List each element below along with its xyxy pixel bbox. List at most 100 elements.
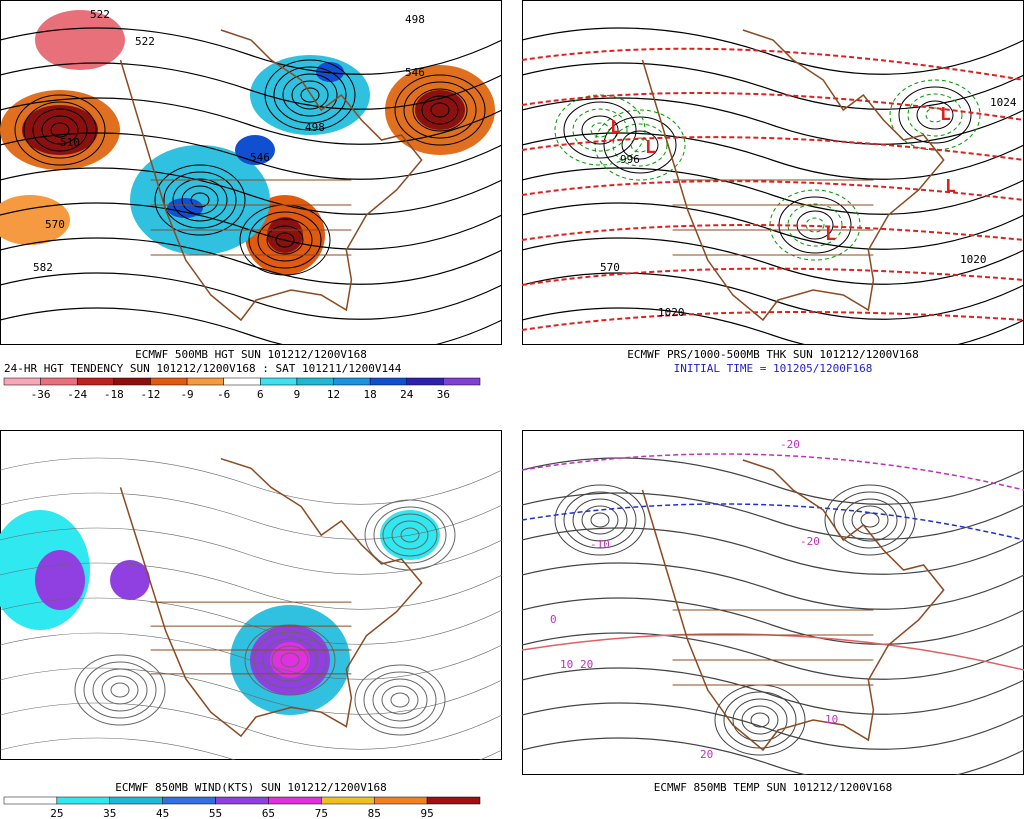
panel-title: ECMWF 850MB WIND(KTS) SUN 101212/1200V16… — [115, 781, 387, 794]
contour — [522, 667, 1024, 715]
thickness-line — [522, 224, 1024, 241]
contour — [0, 272, 502, 320]
contour — [522, 562, 1024, 610]
contour-ring — [300, 87, 320, 103]
contour-ring — [275, 232, 295, 248]
colorbar-label: 75 — [315, 807, 328, 819]
colorbar-swatch — [56, 796, 111, 805]
colorbar-swatch — [296, 377, 334, 386]
contour-ring — [403, 81, 477, 139]
contour-label: 0 — [550, 613, 557, 626]
contour-label: 996 — [620, 153, 640, 166]
shaded-area — [35, 550, 85, 610]
contour-ring — [889, 79, 981, 151]
contour — [522, 597, 1024, 645]
contour-ring — [14, 94, 106, 166]
contour-ring — [603, 116, 677, 174]
contour-label: -10 — [590, 538, 610, 551]
panel-subtitle: INITIAL TIME = 101205/1200F168 — [674, 362, 873, 375]
colorbar-label: 55 — [209, 807, 222, 819]
colorbar-label: 6 — [257, 388, 264, 401]
contour-ring — [412, 88, 468, 132]
contour-ring — [181, 185, 219, 215]
map-layer: L L L L L 1020 996 570 1020 1024 — [522, 27, 1024, 345]
contour-ring — [554, 484, 646, 556]
contour-ring — [590, 122, 610, 138]
contour-ring — [172, 178, 228, 222]
contour-ring — [154, 164, 246, 236]
colorbar-swatch — [406, 377, 444, 386]
contour — [522, 737, 1024, 775]
contour-ring — [400, 527, 420, 543]
contour-label: -20 — [800, 535, 820, 548]
colorbar-swatch — [186, 377, 224, 386]
colorbar-swatch — [109, 796, 163, 805]
contour-ring — [381, 685, 419, 715]
colorbar-swatch — [113, 377, 151, 386]
contour-ring — [590, 512, 610, 528]
contour-ring — [394, 74, 486, 146]
shaded-area — [110, 560, 150, 600]
contour-label: -20 — [780, 438, 800, 451]
contour — [522, 167, 1024, 215]
colorbar-swatch — [3, 377, 41, 386]
map-panel: L L L L L 1020 996 570 1020 1024 — [522, 0, 1024, 345]
colorbar-swatch — [260, 377, 298, 386]
contour-ring — [92, 668, 148, 712]
colorbar-swatch — [150, 377, 188, 386]
colorbar-label: -9 — [180, 388, 193, 401]
panel-subtitle: 24-HR HGT TENDENCY SUN 101212/1200V168 :… — [4, 362, 402, 375]
contour-ring — [264, 59, 356, 131]
contour-label: 498 — [405, 13, 425, 26]
contour-ring — [354, 664, 446, 736]
colorbar-label: 12 — [327, 388, 340, 401]
contour-ring — [372, 678, 428, 722]
colorbar-swatch — [373, 796, 428, 805]
thickness-line — [522, 92, 1024, 121]
contour — [0, 597, 502, 645]
map-layer — [0, 457, 502, 760]
contour-ring — [594, 109, 686, 181]
contour — [0, 562, 502, 610]
contour-ring — [925, 107, 945, 123]
colorbar-swatch — [443, 377, 481, 386]
map-layer: -10 -20 -20 20 10 10 0 20 — [522, 438, 1024, 775]
shaded-area — [270, 642, 310, 678]
contour — [0, 307, 502, 345]
colorbar-swatch — [40, 377, 78, 386]
thickness-line — [522, 267, 1024, 286]
contour-label: L — [610, 117, 621, 138]
contour-ring — [741, 705, 779, 735]
contour-ring — [190, 192, 210, 208]
colorbar-label: 95 — [420, 807, 433, 819]
contour-label: 546 — [250, 151, 270, 164]
contour-ring — [421, 95, 459, 125]
contour-ring — [787, 203, 843, 247]
thickness-line — [522, 136, 1024, 161]
contour-ring — [291, 80, 329, 110]
colorbar-label: 9 — [294, 388, 301, 401]
contour-ring — [554, 94, 646, 166]
contour-label: 1020 — [960, 253, 987, 266]
contour-ring — [266, 225, 304, 255]
colorbar-swatch — [321, 796, 375, 805]
contour-ring — [824, 484, 916, 556]
contour — [0, 132, 502, 180]
colorbar-swatch — [369, 377, 408, 386]
colorbar-swatch — [426, 796, 481, 805]
shaded-area — [35, 10, 125, 70]
coastline — [641, 459, 945, 752]
contour-ring — [41, 115, 79, 145]
thickness-line — [522, 47, 1024, 81]
colorbar-label: -24 — [67, 388, 87, 401]
contour-ring — [769, 189, 861, 261]
contour-ring — [563, 491, 637, 549]
contour-label: L — [645, 137, 656, 158]
panel-title: ECMWF 850MB TEMP SUN 101212/1200V168 — [654, 781, 892, 794]
coastline — [119, 29, 423, 322]
contour-label: 1024 — [990, 96, 1017, 109]
map-frame — [522, 0, 1024, 345]
map-layer: 522 522 498 546 510 570 582 546 498 — [0, 8, 502, 345]
contour-label: 570 — [45, 218, 65, 231]
